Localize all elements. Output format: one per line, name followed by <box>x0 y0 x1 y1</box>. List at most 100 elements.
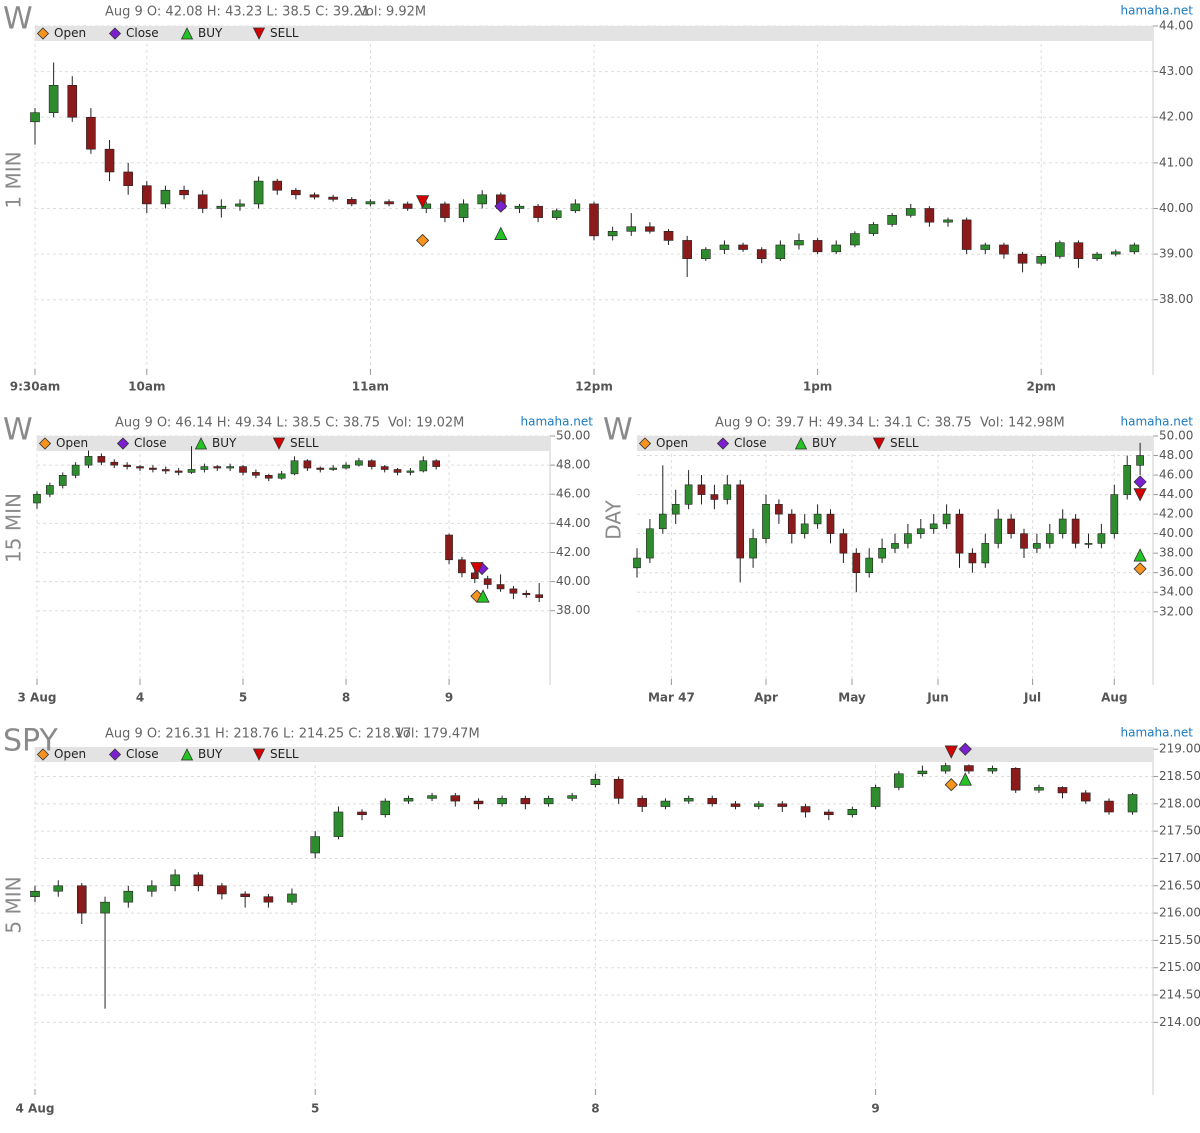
candle-body <box>891 543 899 549</box>
candle-body <box>440 203 450 218</box>
candle-body <box>1129 244 1140 253</box>
candle-body <box>981 543 990 564</box>
candle-body <box>626 226 637 232</box>
candle-body <box>1110 251 1121 255</box>
candle-body <box>929 523 938 530</box>
candle-body <box>683 798 694 802</box>
candle-body <box>458 559 466 574</box>
y-tick-label: 214.50 <box>1159 988 1200 1002</box>
trade-marker <box>416 233 430 247</box>
y-tick-label: 218.00 <box>1159 796 1200 810</box>
legend-bar <box>37 436 550 451</box>
legend-swatch <box>180 748 194 761</box>
y-tick-label: 42.00 <box>556 545 590 559</box>
candle-body <box>1010 768 1021 791</box>
legend-swatch <box>272 437 286 450</box>
trade-marker <box>470 562 484 576</box>
legend-swatch <box>116 437 130 450</box>
candle-body <box>1017 253 1028 264</box>
x-tick-label: May <box>838 691 866 705</box>
candle-body <box>775 504 783 515</box>
candle-body <box>1055 242 1065 257</box>
candle-body <box>263 896 274 903</box>
trade-marker <box>944 778 958 792</box>
candle-body <box>123 890 134 903</box>
symbol: W <box>3 2 33 37</box>
x-tick-label: 4 Aug <box>16 1102 55 1116</box>
x-tick-label: 5 <box>239 691 247 705</box>
candle-body <box>684 484 693 505</box>
y-tick-label: 42.00 <box>1159 110 1193 124</box>
x-tick-label: 4 <box>136 691 144 705</box>
y-tick-label: 46.00 <box>556 487 590 501</box>
y-tick-label: 38.00 <box>1159 546 1193 560</box>
trade-marker <box>1133 475 1147 489</box>
x-tick-label: 3 Aug <box>18 691 57 705</box>
chart-panel: 9:30am 10am 11am 12pm 1pm 2pm 38.00 39.00 40.00 4… <box>2 2 1194 394</box>
candle-body <box>987 768 998 772</box>
candle-body <box>658 513 667 530</box>
y-tick-label: 214.00 <box>1159 1015 1200 1029</box>
candle-body <box>707 798 718 805</box>
candle-body <box>287 893 297 903</box>
candle-body <box>942 513 951 525</box>
symbol: W <box>3 413 33 448</box>
candle-body <box>839 533 848 554</box>
candle-body <box>940 765 951 772</box>
volume: Vol: 19.02M <box>388 416 464 431</box>
y-tick-label: 39.00 <box>1159 247 1193 261</box>
legend-swatch <box>872 437 886 450</box>
candle-body <box>633 557 641 569</box>
candle-body <box>645 226 655 232</box>
candle-body <box>1080 792 1091 802</box>
candle-body <box>427 795 437 799</box>
candle-body <box>497 798 507 805</box>
candle-body <box>522 592 531 596</box>
candle-body <box>551 210 562 218</box>
legend-swatch <box>108 748 122 761</box>
legend-bar <box>637 436 1153 451</box>
x-tick-label: 10am <box>128 380 165 394</box>
candle-body <box>994 518 1003 544</box>
legend-label: SELL <box>270 26 299 40</box>
candle-body <box>850 233 860 246</box>
legend-bar <box>35 747 1153 762</box>
candle-body <box>719 244 730 250</box>
source: hamaha.net <box>1121 726 1194 740</box>
x-tick-label: 9 <box>871 1102 879 1116</box>
candle-body <box>235 203 245 207</box>
y-tick-label: 44.00 <box>1159 487 1193 501</box>
legend-swatch <box>252 27 266 40</box>
candle-body <box>865 557 874 574</box>
y-tick-label: 216.50 <box>1159 878 1200 892</box>
x-tick-label: Aug <box>1101 691 1127 705</box>
legend-swatch <box>36 748 50 761</box>
candle-body <box>76 885 87 914</box>
candle-body <box>700 249 711 259</box>
candle-body <box>100 901 110 914</box>
legend-swatch <box>36 27 50 40</box>
candle-body <box>142 185 152 205</box>
legend-swatch <box>194 437 208 450</box>
candle-body <box>509 588 518 594</box>
candle-body <box>53 885 64 892</box>
candle-body <box>736 484 745 559</box>
candle-body <box>1057 787 1068 794</box>
candle-body <box>1073 242 1084 259</box>
candle-body <box>570 203 581 212</box>
chart-panel: Mar 47 Apr May Jun Jul Aug 32.00 34.00 36.00 38.0… <box>602 413 1194 705</box>
candle-body <box>800 806 811 813</box>
candle-body <box>924 208 935 223</box>
legend-label: BUY <box>812 436 837 450</box>
candle-body <box>477 194 488 205</box>
candle-body <box>955 513 964 554</box>
candle-body <box>496 584 505 590</box>
candle-body <box>1034 787 1044 791</box>
candle-body <box>968 552 977 564</box>
symbol: W <box>603 413 633 448</box>
candle-body <box>1084 543 1093 545</box>
trade-marker <box>958 772 972 786</box>
candle-body <box>470 572 479 580</box>
candle-body <box>1058 518 1067 534</box>
